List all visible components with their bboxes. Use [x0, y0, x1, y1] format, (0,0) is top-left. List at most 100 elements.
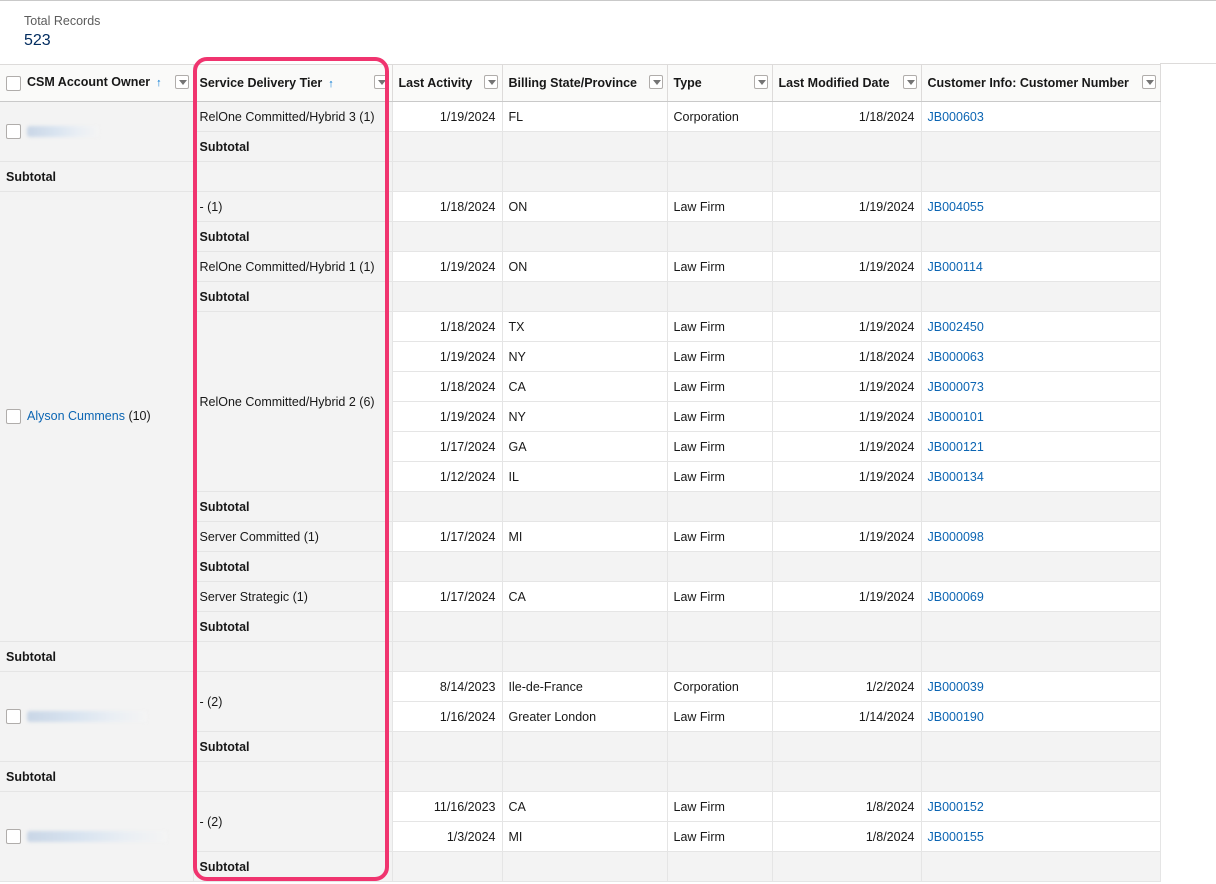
- column-menu-chevron-down-icon[interactable]: [648, 75, 663, 89]
- last-modified-cell: 1/19/2024: [772, 371, 922, 402]
- billing-state-cell: CA: [502, 791, 668, 822]
- record-summary: Total Records 523: [24, 14, 100, 50]
- column-header-1[interactable]: Service Delivery Tier ↑: [193, 64, 393, 102]
- tier-subtotal-label: Subtotal: [193, 731, 393, 762]
- subtotal-empty-cell: [772, 131, 922, 162]
- customer-number-cell: JB000155: [921, 821, 1161, 852]
- subtotal-empty-cell: [921, 641, 1161, 672]
- subtotal-empty-cell: [667, 131, 773, 162]
- subtotal-empty-cell: [921, 731, 1161, 762]
- row-checkbox[interactable]: [6, 829, 21, 845]
- customer-number-cell: JB000134: [921, 461, 1161, 492]
- subtotal-empty-cell: [921, 161, 1161, 192]
- customer-number-link[interactable]: JB000114: [927, 259, 983, 274]
- last-activity-cell: 8/14/2023: [392, 671, 503, 702]
- table-row: 1/19/2024 NY Law Firm 1/18/2024 JB000063: [0, 341, 1161, 372]
- customer-number-link[interactable]: JB000039: [927, 679, 984, 694]
- customer-number-link[interactable]: JB000155: [927, 829, 984, 844]
- table-row: 1/16/2024 Greater London Law Firm 1/14/2024…: [0, 701, 1161, 732]
- owner-subtotal-label: Subtotal: [0, 641, 194, 672]
- column-header-3[interactable]: Billing State/Province: [502, 64, 668, 102]
- subtotal-empty-cell: [392, 221, 503, 252]
- table-row: 1/17/2024 GA Law Firm 1/19/2024 JB000121: [0, 431, 1161, 462]
- subtotal-empty-cell: [921, 221, 1161, 252]
- customer-number-link[interactable]: JB000603: [927, 109, 984, 124]
- tier-cell: - (2): [193, 791, 393, 852]
- last-activity-cell: 11/16/2023: [392, 791, 503, 822]
- column-menu-chevron-down-icon[interactable]: [902, 75, 917, 89]
- table-row: - (2) 11/16/2023 CA Law Firm 1/8/2024 JB00015…: [0, 791, 1161, 882]
- sort-ascending-icon[interactable]: ↑: [328, 78, 334, 90]
- column-header-5[interactable]: Last Modified Date: [772, 64, 922, 102]
- customer-number-link[interactable]: JB000152: [927, 799, 984, 814]
- tier-cell: RelOne Committed/Hybrid 3 (1): [193, 101, 393, 132]
- customer-number-link[interactable]: JB000073: [927, 379, 984, 394]
- column-header-4[interactable]: Type: [667, 64, 773, 102]
- customer-number-cell: JB002450: [921, 311, 1161, 342]
- customer-number-link[interactable]: JB000101: [927, 409, 984, 424]
- table-row: 1/18/2024 CA Law Firm 1/19/2024 JB000073: [0, 371, 1161, 402]
- column-header-label: Customer Info: Customer Number: [927, 76, 1129, 90]
- column-menu-chevron-down-icon[interactable]: [753, 75, 768, 89]
- customer-number-cell: JB000121: [921, 431, 1161, 462]
- column-header-2[interactable]: Last Activity: [392, 64, 503, 102]
- tier-subtotal-label: Subtotal: [193, 611, 393, 642]
- column-menu-chevron-down-icon[interactable]: [483, 75, 498, 89]
- customer-number-link[interactable]: JB000134: [927, 469, 984, 484]
- select-all-checkbox[interactable]: [6, 75, 21, 91]
- billing-state-cell: NY: [502, 341, 668, 372]
- last-modified-cell: 1/14/2024: [772, 701, 922, 732]
- owner-subtotal-row: Subtotal: [0, 161, 1161, 192]
- column-header-6[interactable]: Customer Info: Customer Number: [921, 64, 1161, 102]
- subtotal-empty-cell: [193, 761, 393, 792]
- customer-number-link[interactable]: JB000063: [927, 349, 984, 364]
- redacted-owner-name: [27, 831, 167, 843]
- divider: [1160, 63, 1216, 64]
- subtotal-empty-cell: [667, 551, 773, 582]
- tier-subtotal-row: Subtotal: [0, 551, 1161, 582]
- tier-subtotal-row: Subtotal: [0, 281, 1161, 312]
- last-modified-cell: 1/19/2024: [772, 401, 922, 432]
- customer-number-link[interactable]: JB000069: [927, 589, 984, 604]
- type-cell: Law Firm: [667, 431, 773, 462]
- type-cell: Law Firm: [667, 311, 773, 342]
- row-checkbox[interactable]: [6, 124, 21, 140]
- column-menu-chevron-down-icon[interactable]: [373, 75, 388, 89]
- tier-cell: - (1): [193, 191, 393, 222]
- subtotal-empty-cell: [921, 611, 1161, 642]
- column-header-label: Last Modified Date: [778, 76, 890, 90]
- subtotal-empty-cell: [193, 161, 393, 192]
- tier-subtotal-row: Subtotal: [0, 131, 1161, 162]
- tier-subtotal-row: Subtotal: [0, 221, 1161, 252]
- column-menu-chevron-down-icon[interactable]: [174, 75, 189, 89]
- column-header-0[interactable]: CSM Account Owner ↑: [0, 64, 194, 102]
- table-row: RelOne Committed/Hybrid 2 (6) 1/18/2024 TX…: [0, 311, 1161, 492]
- subtotal-empty-cell: [667, 491, 773, 522]
- last-activity-cell: 1/19/2024: [392, 251, 503, 282]
- table-row: RelOne Committed/Hybrid 3 (1) 1/19/2024 FL…: [0, 101, 1161, 162]
- column-menu-chevron-down-icon[interactable]: [1141, 75, 1156, 89]
- redacted-owner-name: [27, 126, 99, 138]
- subtotal-empty-cell: [921, 281, 1161, 312]
- customer-number-link[interactable]: JB002450: [927, 319, 984, 334]
- customer-number-link[interactable]: JB000190: [927, 709, 984, 724]
- subtotal-empty-cell: [667, 611, 773, 642]
- sort-ascending-icon[interactable]: ↑: [156, 77, 162, 90]
- customer-number-link[interactable]: JB004055: [927, 199, 984, 214]
- tier-cell: Server Strategic (1): [193, 581, 393, 612]
- subtotal-empty-cell: [392, 731, 503, 762]
- owner-subtotal-label: Subtotal: [0, 761, 194, 792]
- billing-state-cell: CA: [502, 371, 668, 402]
- type-cell: Law Firm: [667, 371, 773, 402]
- customer-number-cell: JB000152: [921, 791, 1161, 822]
- customer-number-link[interactable]: JB000098: [927, 529, 984, 544]
- tier-subtotal-row: Subtotal: [0, 611, 1161, 642]
- row-checkbox[interactable]: [6, 409, 21, 425]
- customer-number-link[interactable]: JB000121: [927, 439, 984, 454]
- owner-subtotal-label: Subtotal: [0, 161, 194, 192]
- tier-subtotal-label: Subtotal: [193, 221, 393, 252]
- owner-name-link[interactable]: Alyson Cummens: [27, 408, 125, 423]
- row-checkbox[interactable]: [6, 709, 21, 725]
- table-row: RelOne Committed/Hybrid 1 (1) 1/19/2024 ON…: [0, 251, 1161, 282]
- subtotal-empty-cell: [502, 491, 668, 522]
